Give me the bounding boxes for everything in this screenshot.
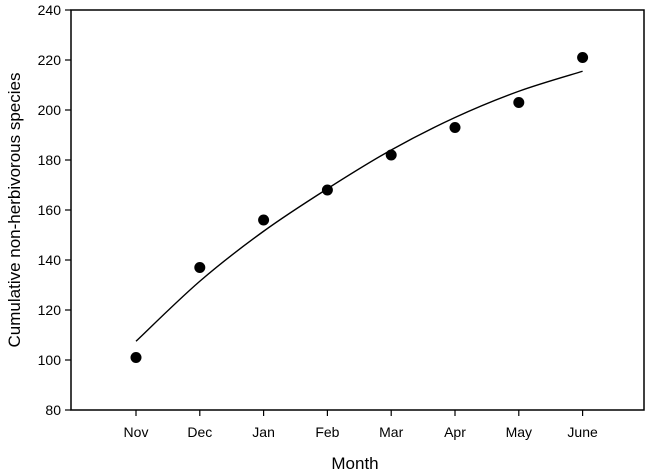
x-tick-label: Apr	[444, 424, 466, 440]
x-tick-label: June	[567, 424, 598, 440]
y-axis-title: Cumulative non-herbivorous species	[5, 73, 24, 348]
plot-frame	[70, 9, 645, 411]
data-point-may	[513, 97, 525, 108]
y-tick-label: 100	[38, 352, 62, 368]
x-tick-label: Feb	[315, 424, 339, 440]
y-tick-label: 120	[38, 302, 62, 318]
data-point-june	[577, 52, 589, 63]
x-tick-label: Dec	[187, 424, 212, 440]
x-axis-title: Month	[331, 454, 378, 471]
data-point-feb	[321, 184, 333, 196]
y-tick-label: 80	[45, 402, 61, 418]
y-tick-label: 180	[38, 152, 62, 168]
data-point-jan	[258, 214, 270, 226]
fitted-curve	[135, 70, 583, 342]
x-tick-label: Nov	[124, 424, 149, 440]
x-tick-label: May	[506, 424, 532, 440]
x-tick-label: Mar	[379, 424, 403, 440]
data-point-nov	[130, 352, 142, 363]
y-tick-label: 200	[38, 102, 62, 118]
x-tick-label: Jan	[252, 424, 275, 440]
data-point-dec	[194, 262, 206, 273]
y-tick-label: 140	[38, 252, 62, 268]
data-point-mar	[385, 149, 397, 161]
y-tick-label: 160	[38, 202, 62, 218]
data-point-apr	[449, 122, 461, 133]
y-tick-label: 220	[38, 52, 62, 68]
y-tick-label: 240	[38, 2, 62, 18]
